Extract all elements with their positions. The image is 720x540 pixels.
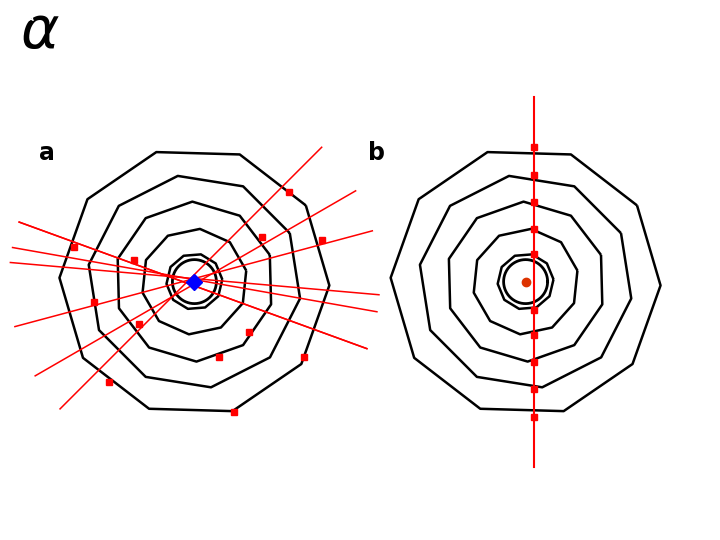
Text: ALPHA: ALPHA [6, 14, 35, 23]
Text: $\alpha$: $\alpha$ [19, 4, 60, 60]
Text: Cosmic rays vs. antiprotons: Cosmic rays vs. antiprotons [128, 15, 649, 48]
Text: a: a [40, 141, 55, 165]
Text: Antihydrogen Trapping and Resonant Interactions,  אלי  שריד  14.3.13  חגיגת הפיז: Antihydrogen Trapping and Resonant Inter… [90, 514, 630, 527]
Text: b: b [368, 141, 384, 165]
